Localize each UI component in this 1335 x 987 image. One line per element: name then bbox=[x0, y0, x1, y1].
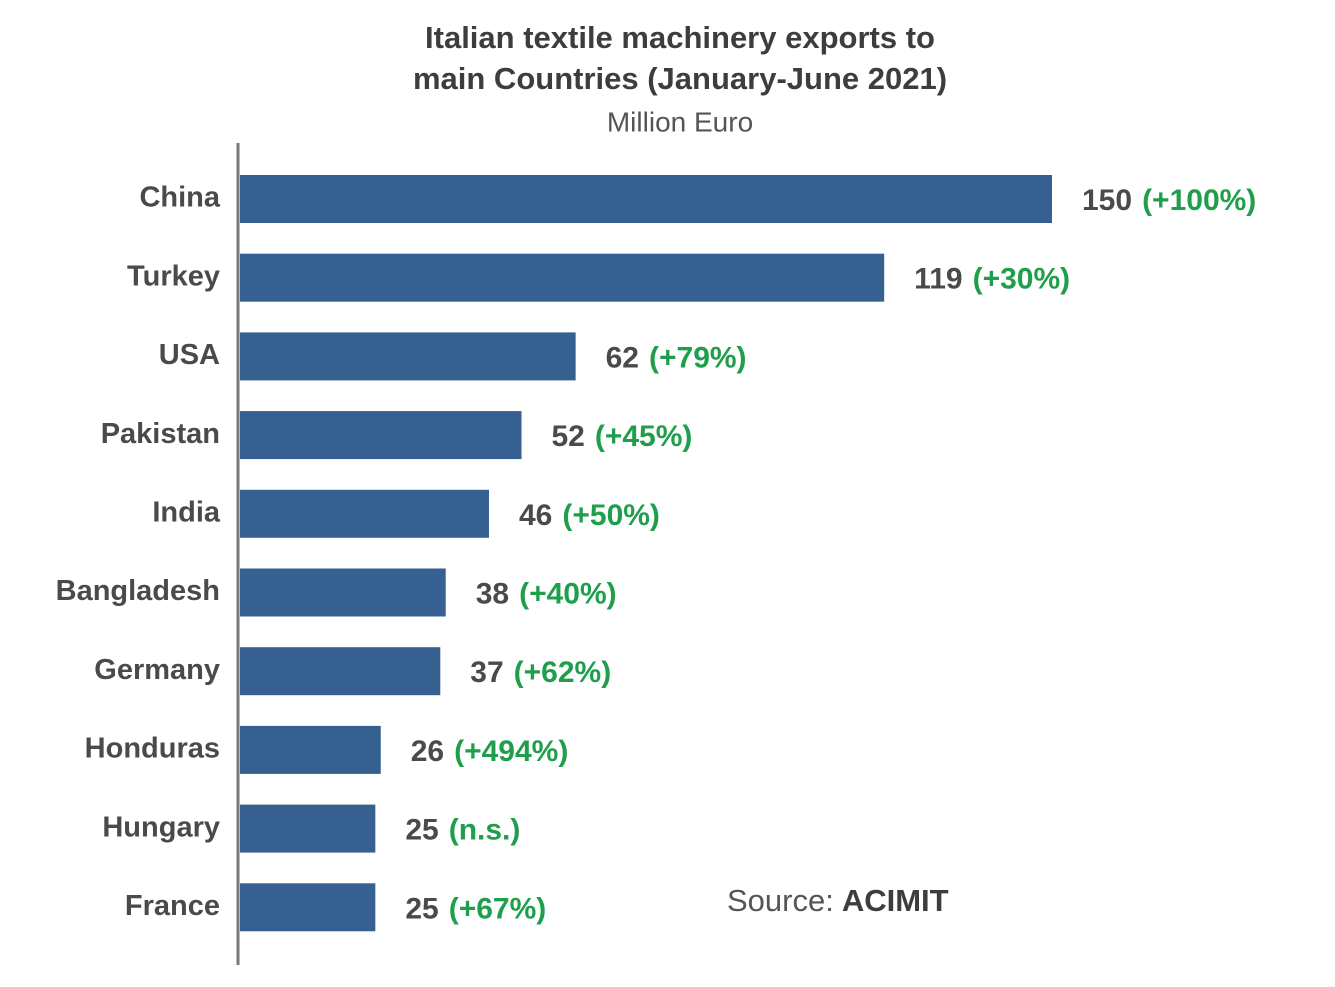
change-label: (+67%) bbox=[449, 892, 547, 925]
change-label: (+30%) bbox=[973, 263, 1071, 296]
value-label: 119 bbox=[914, 263, 962, 296]
bar bbox=[240, 175, 1052, 223]
bar bbox=[240, 883, 376, 932]
data-label: 26 (+494%) bbox=[411, 735, 569, 768]
value-label: 37 bbox=[470, 656, 503, 689]
category-label: Turkey bbox=[127, 260, 220, 292]
category-label: Bangladesh bbox=[56, 575, 220, 607]
source: Source: ACIMIT bbox=[727, 883, 949, 918]
category-label: Hungary bbox=[102, 811, 220, 843]
bar bbox=[240, 568, 446, 617]
value-label: 25 bbox=[405, 892, 438, 925]
data-label: 52 (+45%) bbox=[551, 420, 692, 453]
change-label: (+40%) bbox=[519, 577, 617, 610]
change-label: (+494%) bbox=[454, 735, 568, 768]
value-label: 52 bbox=[551, 420, 584, 453]
source-label: Source: bbox=[727, 883, 834, 918]
data-label: 38 (+40%) bbox=[476, 577, 617, 610]
change-label: (+79%) bbox=[649, 341, 747, 374]
value-label: 62 bbox=[606, 341, 639, 374]
data-label: 46 (+50%) bbox=[519, 499, 660, 532]
data-label: 150 (+100%) bbox=[1082, 184, 1256, 217]
value-label: 38 bbox=[476, 577, 509, 610]
category-label: India bbox=[152, 496, 221, 528]
category-label: Pakistan bbox=[101, 418, 220, 450]
value-label: 26 bbox=[411, 735, 444, 768]
bar bbox=[240, 725, 381, 774]
bar bbox=[240, 804, 376, 853]
chart-title: Italian textile machinery exports to bbox=[425, 20, 935, 55]
data-label: 37 (+62%) bbox=[470, 656, 611, 689]
data-label: 25 (n.s.) bbox=[405, 814, 520, 847]
bar bbox=[240, 647, 441, 696]
change-label: (+100%) bbox=[1142, 184, 1256, 217]
category-label: China bbox=[139, 182, 220, 214]
bar bbox=[240, 489, 490, 538]
chart-title: main Countries (January-June 2021) bbox=[413, 61, 947, 96]
category-label: Germany bbox=[94, 654, 220, 686]
value-label: 150 bbox=[1082, 184, 1132, 217]
bar bbox=[240, 253, 885, 302]
chart-subtitle: Million Euro bbox=[607, 106, 753, 137]
bar bbox=[240, 332, 576, 381]
value-label: 46 bbox=[519, 499, 552, 532]
category-label: France bbox=[125, 890, 220, 922]
data-label: 62 (+79%) bbox=[606, 341, 747, 374]
category-label: Honduras bbox=[85, 733, 220, 765]
change-label: (+50%) bbox=[562, 499, 660, 532]
category-label: USA bbox=[159, 339, 220, 371]
data-label: 25 (+67%) bbox=[405, 892, 546, 925]
source-name: ACIMIT bbox=[842, 883, 949, 918]
change-label: (+45%) bbox=[595, 420, 693, 453]
bar bbox=[240, 411, 522, 460]
change-label: (n.s.) bbox=[449, 814, 521, 847]
data-label: 119 (+30%) bbox=[914, 263, 1070, 296]
change-label: (+62%) bbox=[514, 656, 612, 689]
value-label: 25 bbox=[405, 814, 438, 847]
